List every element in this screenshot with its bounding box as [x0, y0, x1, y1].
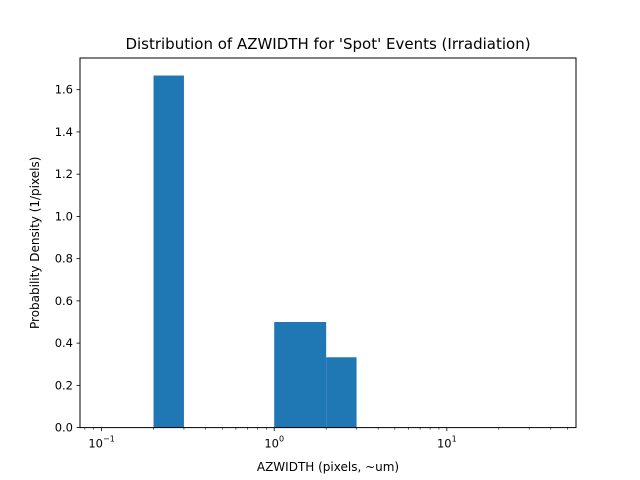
- y-ticks: 0.0 0.2 0.4 0.6 0.8 1.0 1.2 1.4 1.6: [55, 83, 80, 435]
- y-tick-label-4: 0.8: [55, 252, 73, 266]
- x-tick-label-2: 101: [437, 435, 457, 451]
- y-tick-label-6: 1.2: [55, 167, 73, 181]
- y-tick-label-0: 0.0: [55, 421, 73, 435]
- y-tick-label-5: 1.0: [55, 209, 73, 223]
- y-tick-label-2: 0.4: [55, 336, 73, 350]
- y-axis-label: Probability Density (1/pixels): [28, 157, 42, 329]
- histogram-bar-0: [153, 75, 184, 428]
- y-tick-label-8: 1.6: [55, 83, 73, 97]
- bars-group: [153, 75, 357, 428]
- y-tick-label-1: 0.2: [55, 378, 73, 392]
- histogram-bar-2: [326, 357, 357, 428]
- x-ticks: 10−1 100 101: [88, 427, 457, 451]
- x-tick-label-0: 10−1: [88, 435, 114, 451]
- histogram-bar-1: [274, 322, 327, 428]
- x-tick-label-1: 100: [264, 435, 284, 451]
- y-tick-label-7: 1.4: [55, 125, 73, 139]
- plot-frame: [79, 57, 577, 429]
- y-tick-label-3: 0.6: [55, 294, 73, 308]
- x-axis-label: AZWIDTH (pixels, ~um): [257, 460, 399, 474]
- chart-title: Distribution of AZWIDTH for 'Spot' Event…: [125, 35, 530, 53]
